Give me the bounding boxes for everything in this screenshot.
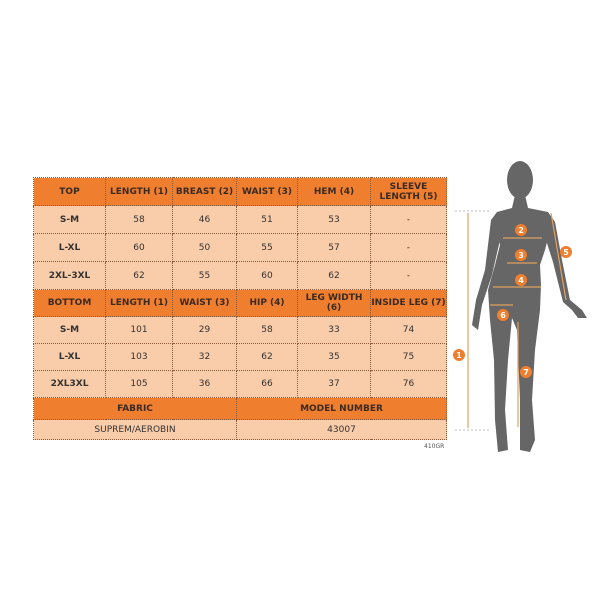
size-label: S-M: [33, 205, 106, 234]
cell: 55: [172, 261, 237, 290]
model-number-value: 43007: [236, 419, 447, 440]
header-cell: HEM (4): [297, 177, 371, 206]
cell: 76: [370, 370, 447, 398]
cell: 103: [105, 343, 173, 371]
measure-lines: [455, 210, 567, 431]
table-row: L-XL 103 32 62 35 75: [33, 343, 447, 371]
marker-7: 7: [523, 368, 529, 377]
header-cell: LEG WIDTH (6): [297, 289, 371, 317]
cell: 36: [172, 370, 237, 398]
header-cell: WAIST (3): [172, 289, 237, 317]
cell: -: [370, 205, 447, 234]
marker-3: 3: [518, 251, 524, 260]
fabric-value: SUPREM/AEROBIN: [33, 419, 237, 440]
cell: 66: [236, 370, 298, 398]
header-cell: HIP (4): [236, 289, 298, 317]
cell: 62: [236, 343, 298, 371]
cell: 60: [236, 261, 298, 290]
footer-header-row: FABRIC MODEL NUMBER: [33, 397, 447, 420]
table-row: 2XL3XL 105 36 66 37 76: [33, 370, 447, 398]
marker-2: 2: [518, 226, 524, 235]
header-cell: WAIST (3): [236, 177, 298, 206]
top-header-row: TOP LENGTH (1) BREAST (2) WAIST (3) HEM …: [33, 177, 447, 206]
header-cell: BREAST (2): [172, 177, 237, 206]
header-cell: SLEEVE LENGTH (5): [370, 177, 447, 206]
cell: 60: [105, 233, 173, 262]
cell: 58: [105, 205, 173, 234]
marker-1: 1: [456, 351, 462, 360]
measure-markers: [453, 224, 572, 378]
size-label: L-XL: [33, 233, 106, 262]
marker-4: 4: [518, 276, 524, 285]
marker-5: 5: [563, 248, 569, 257]
table-row: 2XL-3XL 62 55 60 62 -: [33, 261, 447, 290]
silhouette: [472, 161, 587, 452]
cell: 62: [105, 261, 173, 290]
footer-row: SUPREM/AEROBIN 43007: [33, 419, 447, 440]
header-cell: BOTTOM: [33, 289, 106, 317]
table-row: S-M 58 46 51 53 -: [33, 205, 447, 234]
cell: -: [370, 233, 447, 262]
cell: 35: [297, 343, 371, 371]
cell: 46: [172, 205, 237, 234]
cell: 51: [236, 205, 298, 234]
cell: 50: [172, 233, 237, 262]
size-label: 2XL3XL: [33, 370, 106, 398]
size-chart-table: TOP LENGTH (1) BREAST (2) WAIST (3) HEM …: [33, 177, 447, 440]
bottom-header-row: BOTTOM LENGTH (1) WAIST (3) HIP (4) LEG …: [33, 289, 447, 317]
cell: 53: [297, 205, 371, 234]
cell: 37: [297, 370, 371, 398]
cell: 58: [236, 316, 298, 344]
cell: 33: [297, 316, 371, 344]
header-cell: TOP: [33, 177, 106, 206]
fabric-label: FABRIC: [33, 397, 237, 420]
product-code: 410GR: [424, 443, 445, 450]
cell: 32: [172, 343, 237, 371]
marker-6: 6: [500, 311, 506, 320]
cell: -: [370, 261, 447, 290]
cell: 62: [297, 261, 371, 290]
cell: 105: [105, 370, 173, 398]
header-cell: INSIDE LEG (7): [370, 289, 447, 317]
